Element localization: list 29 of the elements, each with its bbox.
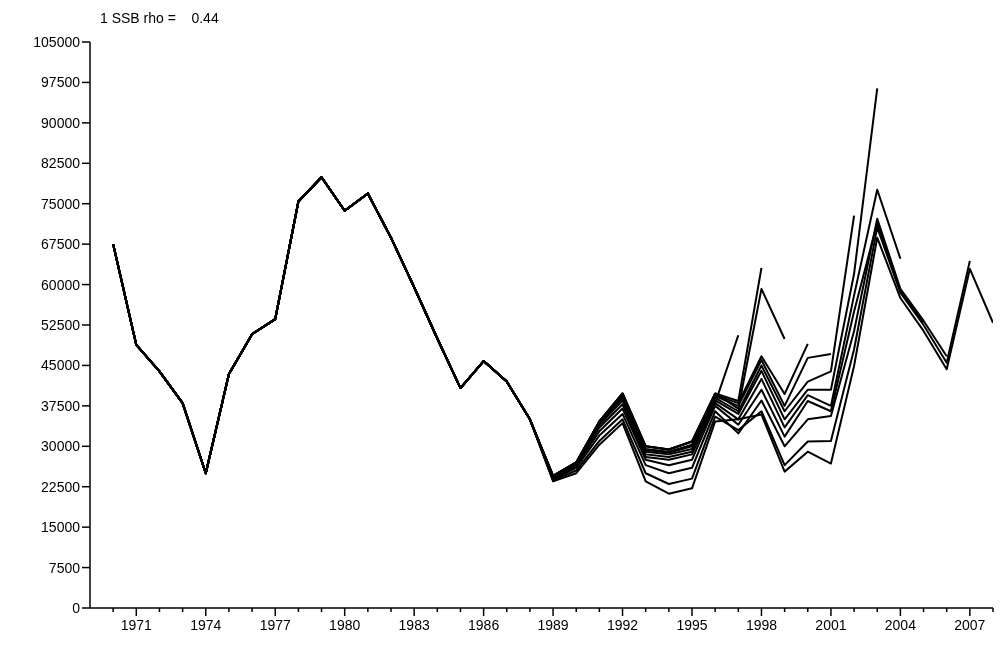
y-tick-label: 30000 [41,438,81,455]
x-tick-label: 1986 [468,617,500,633]
x-tick-label: 1983 [398,617,430,633]
y-tick-label: 67500 [41,236,81,253]
y-tick-label: 15000 [41,519,81,536]
y-tick-label: 82500 [41,155,81,172]
y-tick-label: 22500 [41,478,81,495]
x-tick-label: 1980 [329,617,361,633]
y-tick-label: 97500 [41,74,81,91]
x-tick-label: 2001 [815,617,847,633]
y-tick-label: 75000 [41,195,81,212]
x-tick-label: 1971 [120,617,153,633]
y-tick-label: 60000 [41,276,81,293]
y-tick-label: 0 [72,599,81,616]
y-tick-label: 105000 [33,33,81,50]
x-tick-label: 1992 [606,617,639,633]
x-tick-label: 1977 [259,617,292,633]
x-tick-label: 2007 [954,617,986,633]
y-tick-label: 37500 [41,397,81,414]
x-tick-label: 1989 [537,617,569,633]
x-tick-label: 1974 [190,617,222,633]
y-tick-label: 45000 [41,357,81,374]
y-tick-label: 7500 [48,559,81,576]
y-tick-label: 90000 [41,114,81,131]
chart-title: 1 SSB rho = 0.44 [100,10,219,26]
y-tick-label: 52500 [41,316,81,333]
x-tick-label: 1998 [745,617,778,633]
x-tick-label: 2004 [884,617,917,633]
x-tick-label: 1995 [676,617,708,633]
